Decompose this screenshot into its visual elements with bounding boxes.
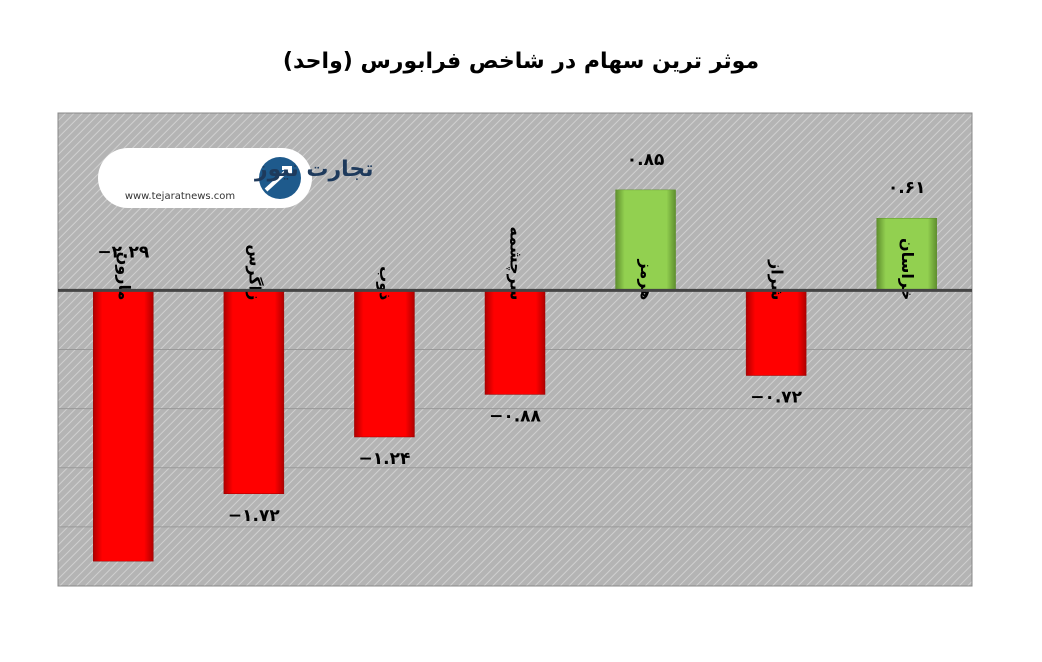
value-label: −۰.۷۲ <box>750 388 802 408</box>
x-tick-label: هرمز <box>637 258 656 300</box>
chart-title: موثر ترین سهام در شاخص فرابورس (واحد) <box>283 49 759 74</box>
value-label: −۰.۸۸ <box>489 406 541 426</box>
value-label: −۲.۲۹ <box>97 242 149 262</box>
bar <box>354 290 415 438</box>
bar <box>615 189 676 291</box>
value-label: −۱.۷۲ <box>228 506 280 526</box>
logo-url: www.tejaratnews.com <box>125 191 235 202</box>
x-tick-label: سرچشمه <box>506 226 526 300</box>
bar <box>484 290 546 395</box>
x-tick-label: مارون <box>115 252 134 301</box>
value-label: ۰.۸۵ <box>627 150 665 170</box>
x-tick-label: ذوب <box>376 266 395 300</box>
logo: تجارت نیوز www.tejaratnews.com <box>98 148 374 208</box>
logo-badge <box>98 148 312 208</box>
value-label: −۱.۲۴ <box>359 449 411 469</box>
bar <box>223 290 285 495</box>
bar <box>745 290 807 376</box>
logo-name: تجارت نیوز <box>254 157 374 182</box>
x-tick-label: شراز <box>768 259 787 300</box>
x-tick-label: زاگرس <box>245 244 264 300</box>
bar <box>876 217 937 291</box>
bar <box>93 290 154 562</box>
x-tick-label: خراسان <box>898 238 917 300</box>
value-label: ۰.۶۱ <box>888 178 926 198</box>
